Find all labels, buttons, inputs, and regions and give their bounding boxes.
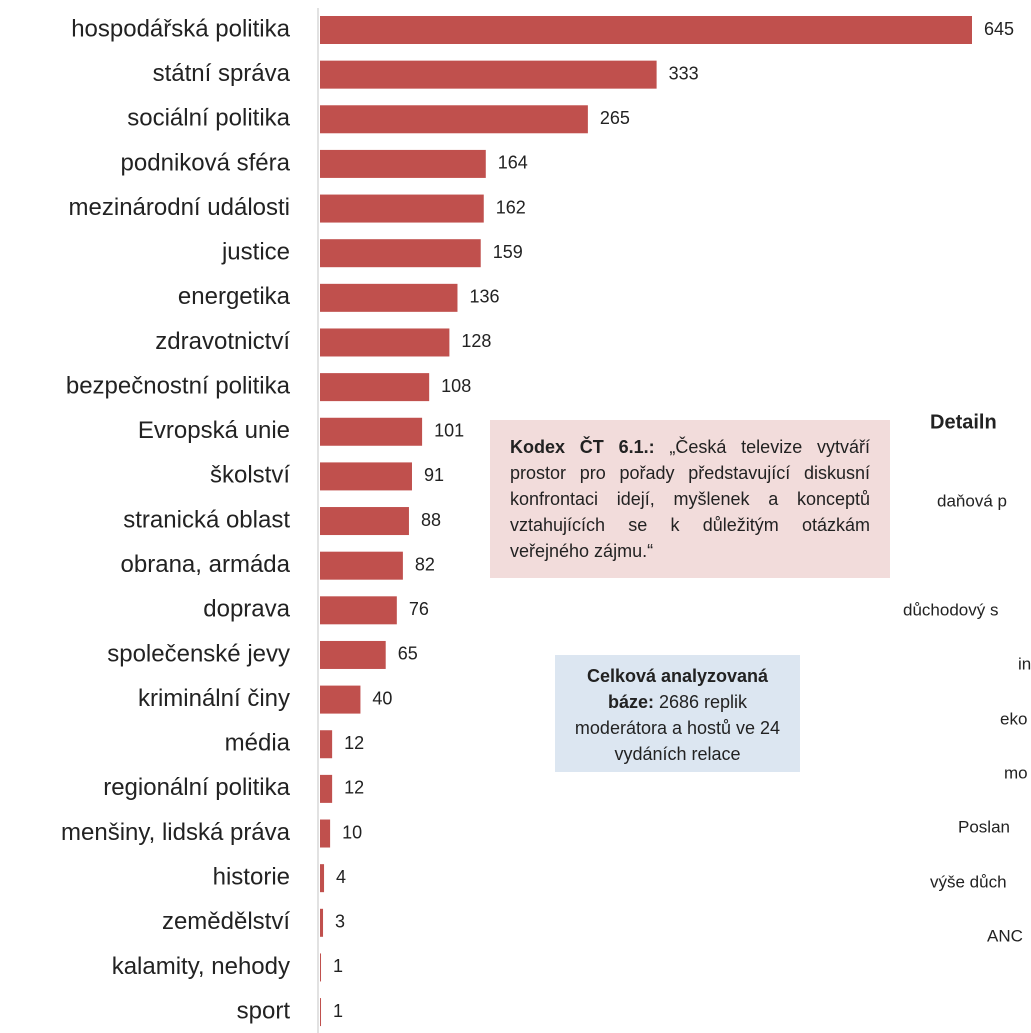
category-label: stranická oblast — [123, 506, 290, 533]
base-text: 2686 replik moderátora a hostů ve 24 vyd… — [574, 692, 781, 764]
category-label: doprava — [203, 596, 290, 623]
value-label: 128 — [461, 331, 491, 351]
cropped-label: výše důch — [930, 872, 1007, 891]
value-label: 4 — [336, 867, 346, 887]
bar — [320, 685, 361, 714]
base-bold: Celková analyzovaná báze: — [586, 666, 769, 712]
bar — [320, 16, 972, 44]
value-label: 76 — [409, 599, 429, 619]
kodex-bold: Kodex ČT 6.1.: — [510, 437, 655, 457]
cropped-label: daňová p — [937, 491, 1007, 510]
category-label: sociální politika — [127, 105, 290, 132]
category-label: hospodářská politika — [71, 15, 290, 42]
value-label: 101 — [434, 421, 464, 441]
category-label: Evropská unie — [138, 417, 290, 444]
category-label: menšiny, lidská práva — [61, 819, 291, 846]
bar — [320, 551, 403, 580]
value-label: 645 — [984, 19, 1014, 39]
bar — [320, 864, 325, 893]
category-label: sport — [237, 997, 291, 1024]
bar — [320, 283, 458, 312]
value-label: 159 — [493, 242, 523, 262]
value-label: 91 — [424, 465, 444, 485]
bar — [320, 462, 412, 491]
category-label: společenské jevy — [107, 640, 290, 667]
value-label: 164 — [498, 153, 528, 173]
category-label: historie — [213, 864, 290, 891]
bar — [320, 149, 486, 178]
category-label: podniková sféra — [121, 149, 291, 176]
category-label: regionální politika — [103, 774, 290, 801]
category-label: justice — [221, 239, 290, 266]
category-label: školství — [210, 462, 290, 489]
bar — [320, 328, 450, 357]
bar — [320, 640, 386, 669]
value-label: 65 — [398, 644, 418, 664]
value-label: 1 — [333, 1001, 343, 1021]
cropped-label: eko — [1000, 709, 1027, 728]
bar — [320, 194, 484, 223]
value-label: 162 — [496, 197, 526, 217]
cropped-label: důchodový s — [903, 600, 998, 619]
value-label: 40 — [372, 688, 392, 708]
value-label: 12 — [344, 778, 364, 798]
bar — [320, 819, 331, 848]
category-label: média — [225, 730, 291, 757]
bar — [320, 105, 588, 134]
category-label: zdravotnictví — [155, 328, 290, 355]
bar — [320, 596, 397, 625]
category-label: státní správa — [153, 60, 291, 87]
category-label: kalamity, nehody — [112, 953, 290, 980]
cropped-label: ANC — [987, 926, 1023, 945]
category-label: bezpečnostní politika — [66, 372, 291, 399]
category-label: mezinárodní události — [69, 194, 290, 221]
category-label: zemědělství — [162, 908, 290, 935]
category-label: obrana, armáda — [121, 551, 291, 578]
value-label: 333 — [669, 63, 699, 83]
kodex-text: „Česká televize vytváří prostor pro pořa… — [510, 437, 870, 561]
bar — [320, 507, 409, 536]
value-label: 108 — [441, 376, 471, 396]
bar — [320, 417, 423, 446]
value-label: 88 — [421, 510, 441, 530]
category-label: kriminální činy — [138, 685, 290, 712]
cropped-label: in — [1018, 654, 1031, 673]
cropped-label: Poslan — [958, 817, 1010, 836]
category-label: energetika — [178, 283, 291, 310]
value-label: 10 — [342, 822, 362, 842]
bar — [320, 953, 322, 982]
value-label: 1 — [333, 956, 343, 976]
bar — [320, 60, 657, 89]
bar — [320, 774, 333, 803]
cropped-label: mo — [1004, 763, 1028, 782]
cropped-title: Detailn — [930, 411, 997, 433]
bar — [320, 373, 430, 402]
bar — [320, 730, 333, 759]
bar — [320, 239, 481, 268]
kodex-box: Kodex ČT 6.1.: „Česká televize vytváří p… — [490, 420, 890, 578]
value-label: 82 — [415, 554, 435, 574]
value-label: 3 — [335, 912, 345, 932]
bar — [320, 908, 324, 937]
value-label: 136 — [469, 287, 499, 307]
base-box: Celková analyzovaná báze: 2686 replik mo… — [555, 655, 800, 772]
value-label: 12 — [344, 733, 364, 753]
value-label: 265 — [600, 108, 630, 128]
bar — [320, 998, 322, 1027]
